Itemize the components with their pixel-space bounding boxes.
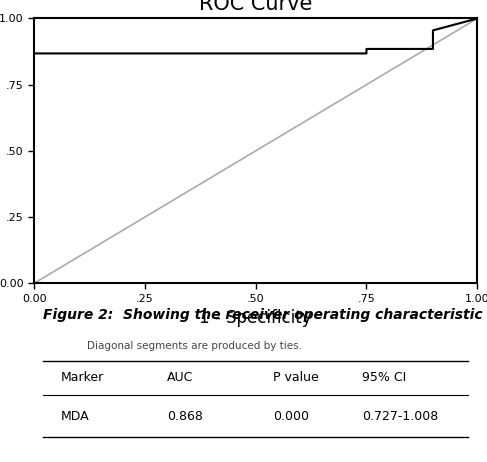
Text: AUC: AUC (167, 371, 193, 384)
Text: 0.000: 0.000 (273, 410, 309, 423)
Text: P value: P value (273, 371, 319, 384)
Text: Diagonal segments are produced by ties.: Diagonal segments are produced by ties. (87, 341, 302, 352)
Text: Marker: Marker (61, 371, 104, 384)
Text: 0.727-1.008: 0.727-1.008 (362, 410, 438, 423)
Title: ROC Curve: ROC Curve (199, 0, 312, 14)
X-axis label: 1 - Specificity: 1 - Specificity (199, 309, 312, 327)
Text: Figure 2:  Showing the receiver operating characteristic: Figure 2: Showing the receiver operating… (43, 308, 483, 322)
Text: MDA: MDA (61, 410, 89, 423)
Text: 95% CI: 95% CI (362, 371, 406, 384)
Text: 0.868: 0.868 (167, 410, 203, 423)
